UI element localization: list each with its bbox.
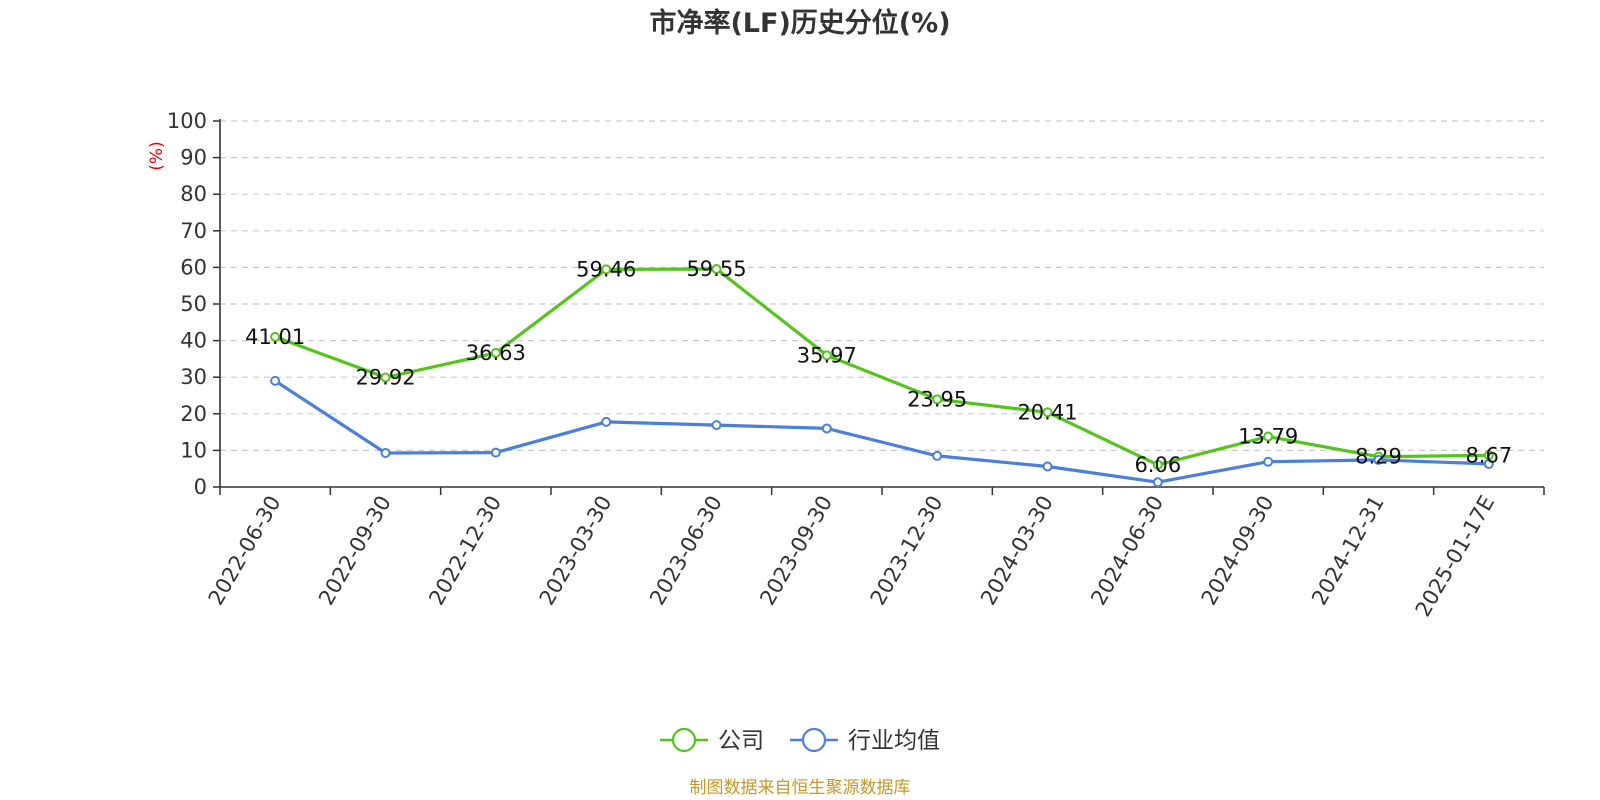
legend-marker — [671, 727, 697, 753]
x-tick-label: 2022-06-30 — [204, 492, 286, 610]
x-tick-label: 2025-01-17E — [1411, 492, 1499, 621]
data-label: 6.06 — [1134, 453, 1181, 477]
data-point — [380, 372, 391, 383]
y-tick-label: 80 — [180, 182, 207, 206]
x-tick-label: 2022-09-30 — [314, 492, 396, 610]
data-point — [1152, 477, 1163, 488]
data-point — [1152, 459, 1163, 470]
x-tick-label: 2024-06-30 — [1086, 492, 1168, 610]
data-label: 59.55 — [686, 257, 746, 281]
x-tick-label: 2022-12-30 — [424, 492, 506, 610]
x-tick-label: 2024-09-30 — [1197, 492, 1279, 610]
source-note: 制图数据来自恒生聚源数据库 — [690, 778, 911, 798]
y-tick-label: 50 — [180, 292, 207, 316]
axes — [219, 119, 1544, 488]
data-point — [380, 447, 391, 458]
data-point — [1373, 454, 1384, 465]
y-tick-label: 20 — [180, 402, 207, 426]
y-axis-unit-label: (%) — [147, 141, 167, 170]
legend-item-1[interactable]: 行业均值 — [790, 727, 940, 754]
legend-item-0[interactable]: 公司 — [660, 727, 764, 754]
y-tick-label: 60 — [180, 255, 207, 279]
y-tick-label: 30 — [180, 365, 207, 389]
data-label: 41.01 — [245, 325, 305, 349]
data-point — [270, 331, 281, 342]
data-point — [1042, 407, 1053, 418]
data-point — [1263, 456, 1274, 467]
data-point — [270, 375, 281, 386]
data-labels: 41.01 29.92 36.63 59.46 59.55 35.97 23.95 20.41… — [245, 257, 1512, 477]
data-label: 8.29 — [1355, 445, 1402, 469]
series-line-1 — [274, 379, 1489, 484]
data-label: 59.46 — [576, 257, 636, 281]
data-point — [932, 394, 943, 405]
data-label: 23.95 — [907, 387, 967, 411]
y-tick-label: 10 — [180, 438, 207, 462]
y-tick-label: 40 — [180, 329, 207, 353]
data-label: 35.97 — [797, 343, 857, 367]
legend-label: 行业均值 — [848, 728, 940, 754]
legend-marker — [801, 727, 827, 753]
data-point — [1042, 461, 1053, 472]
series-line-0 — [274, 267, 1489, 467]
data-point — [821, 350, 832, 361]
data-point — [711, 420, 722, 431]
x-tick-label: 2024-12-31 — [1307, 492, 1389, 610]
data-label: 13.79 — [1238, 425, 1298, 449]
data-label: 20.41 — [1017, 400, 1077, 424]
y-tick-label: 90 — [180, 146, 207, 170]
data-point — [490, 447, 501, 458]
x-tick-label: 2023-09-30 — [755, 492, 837, 610]
y-axis-ticks: 0 10 20 30 40 50 60 70 80 90 100 — [167, 109, 220, 499]
x-tick-label: 2024-03-30 — [976, 492, 1058, 610]
y-tick-label: 0 — [194, 475, 207, 499]
legend-label: 公司 — [718, 728, 764, 754]
legend[interactable]: 公司 行业均值 — [660, 727, 940, 754]
x-tick-label: 2023-03-30 — [535, 492, 617, 610]
y-tick-label: 70 — [180, 219, 207, 243]
gridlines — [220, 120, 1544, 451]
x-tick-label: 2023-06-30 — [645, 492, 727, 610]
data-label: 8.67 — [1465, 443, 1512, 467]
data-point — [601, 264, 612, 275]
data-point — [821, 423, 832, 434]
data-point — [490, 347, 501, 358]
data-point — [601, 416, 612, 427]
x-tick-label: 2023-12-30 — [866, 492, 948, 610]
data-point — [711, 264, 722, 275]
data-point — [932, 450, 943, 461]
data-point — [1263, 431, 1274, 442]
series-group — [270, 264, 1494, 488]
chart-title: 市净率(LF)历史分位(%) — [649, 7, 950, 39]
data-label: 36.63 — [466, 341, 526, 365]
data-label: 29.92 — [355, 365, 415, 389]
data-point — [1483, 458, 1494, 469]
x-axis-ticks: 2022-06-30 2022-09-30 2022-12-30 2023-03-30… — [204, 487, 1545, 621]
y-tick-label: 100 — [167, 109, 207, 133]
